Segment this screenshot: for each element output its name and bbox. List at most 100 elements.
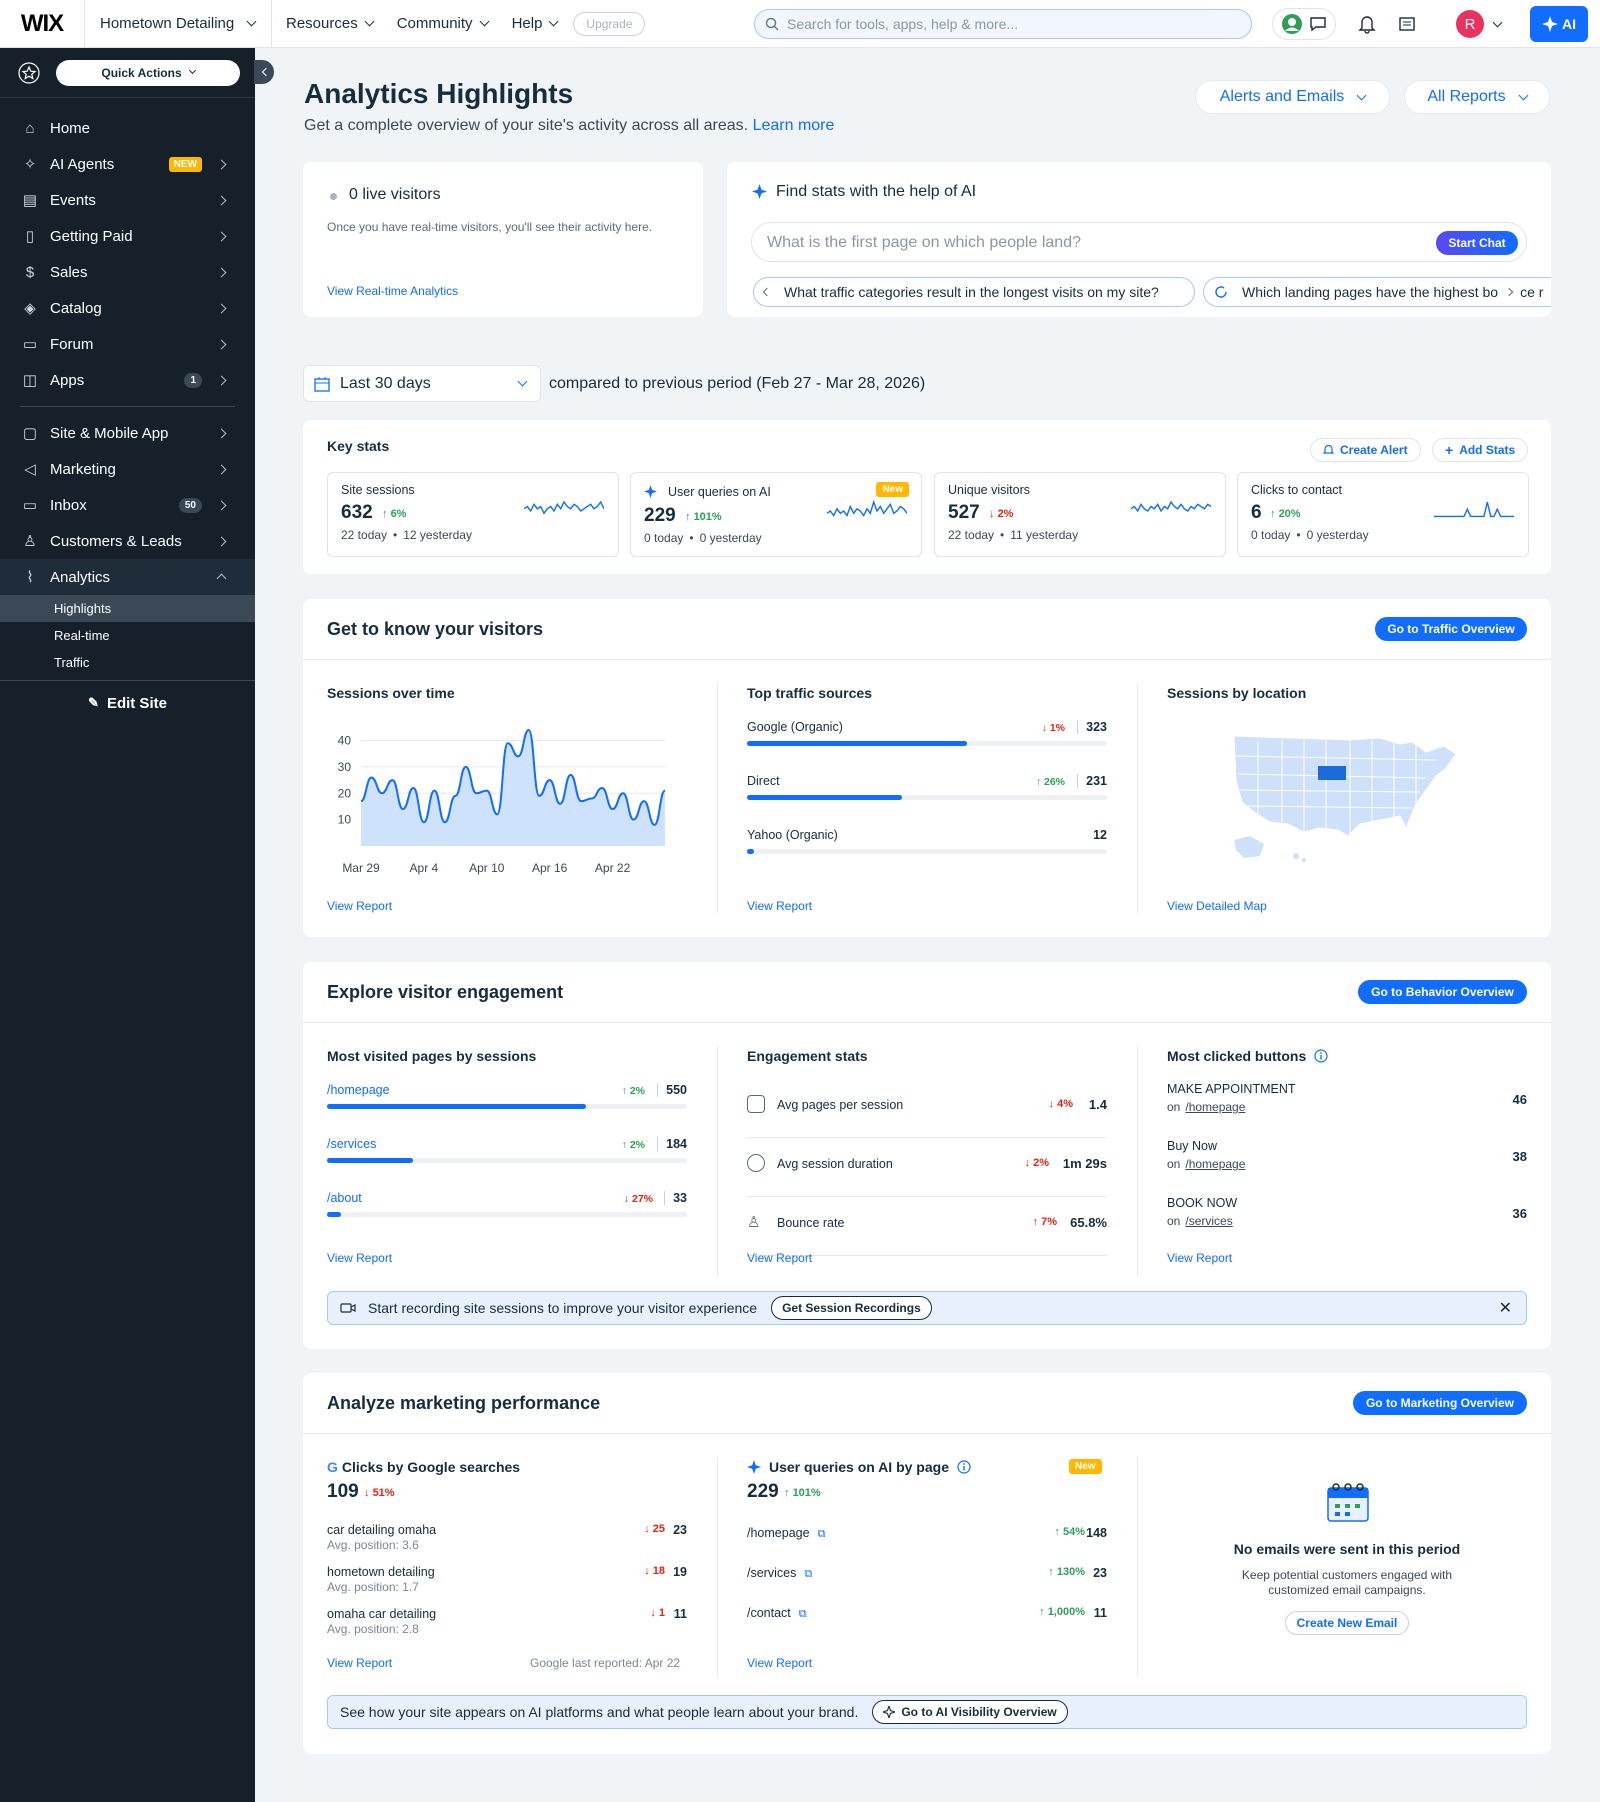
sidebar-item-label: Inbox xyxy=(50,496,87,514)
info-icon[interactable] xyxy=(957,1460,971,1474)
key-stat-site-sessions[interactable]: Site sessions 632 ↑ 6% 22 today • 12 yesterda… xyxy=(327,472,619,557)
ai-page-name[interactable]: /contact ⧉ xyxy=(747,1606,807,1621)
start-chat-button[interactable]: Start Chat xyxy=(1436,231,1518,255)
bar-row[interactable]: Yahoo (Organic) 12 xyxy=(747,828,1107,858)
engagement-stat-row[interactable]: Avg session duration ↓ 2% 1m 29s xyxy=(747,1139,1107,1197)
sidebar-item-inbox[interactable]: ▭ Inbox 50 xyxy=(0,487,255,523)
sidebar-item-site-mobile-app[interactable]: ▢ Site & Mobile App xyxy=(0,415,255,451)
page-link[interactable]: /homepage xyxy=(1185,1157,1246,1171)
external-link-icon[interactable]: ⧉ xyxy=(804,1568,813,1580)
ai-assistant-button[interactable]: AI xyxy=(1530,6,1588,42)
sidebar-item-catalog[interactable]: ◈ Catalog xyxy=(0,290,255,326)
close-icon[interactable]: ✕ xyxy=(1498,1300,1512,1317)
site-selector[interactable]: Hometown Detailing xyxy=(84,0,272,48)
nav-community[interactable]: Community xyxy=(397,15,490,32)
sidebar-subitem-real-time[interactable]: Real-time xyxy=(54,628,110,643)
go-to-traffic-overview-button[interactable]: Go to Traffic Overview xyxy=(1375,617,1527,641)
bar-row[interactable]: /homepage ↑ 2% 550 xyxy=(327,1083,687,1113)
google-g-icon: G xyxy=(327,1459,338,1475)
sidebar-subitem-traffic[interactable]: Traffic xyxy=(54,655,90,670)
go-to-marketing-overview-button[interactable]: Go to Marketing Overview xyxy=(1353,1391,1527,1415)
agent-status-group[interactable] xyxy=(1272,8,1336,40)
stat-value: 527 xyxy=(948,502,980,523)
bar-row[interactable]: Google (Organic) ↓ 1% 323 xyxy=(747,720,1107,750)
sidebar-item-sales[interactable]: $ Sales xyxy=(0,254,255,290)
x-tick-label: Apr 22 xyxy=(595,861,631,875)
view-report-link[interactable]: View Report xyxy=(327,1251,393,1265)
chevron-left-icon[interactable] xyxy=(762,287,772,297)
sidebar-item-customers-leads[interactable]: ♙ Customers & Leads xyxy=(0,523,255,559)
sidebar-item-home[interactable]: ⌂ Home xyxy=(0,110,255,146)
star-icon[interactable] xyxy=(18,61,40,84)
view-detailed-map-link[interactable]: View Detailed Map xyxy=(1167,899,1267,913)
go-to-behavior-overview-button[interactable]: Go to Behavior Overview xyxy=(1358,980,1527,1004)
view-realtime-link[interactable]: View Real-time Analytics xyxy=(327,284,459,298)
go-to-ai-visibility-button[interactable]: Go to AI Visibility Overview xyxy=(872,1700,1068,1724)
wix-logo[interactable]: WIX xyxy=(20,9,64,37)
key-stat-user-queries-on-ai[interactable]: New User queries on AI 229 ↑ 101% 0 today • 0 … xyxy=(630,472,922,557)
ai-question-input[interactable]: What is the first page on which people l… xyxy=(751,222,1527,262)
ai-page-name[interactable]: /services ⧉ xyxy=(747,1566,812,1581)
ai-page-name[interactable]: /homepage ⧉ xyxy=(747,1526,825,1541)
engagement-stat-row[interactable]: Avg pages per session ↓ 4% 1.4 xyxy=(747,1080,1107,1138)
create-alert-button[interactable]: Create Alert xyxy=(1310,438,1421,462)
learn-more-link[interactable]: Learn more xyxy=(752,117,835,134)
bell-icon[interactable] xyxy=(1358,14,1376,34)
key-stat-clicks-to-contact[interactable]: Clicks to contact 6 ↑ 20% 0 today • 0 yesterd… xyxy=(1237,472,1529,557)
external-link-icon[interactable]: ⧉ xyxy=(817,1528,826,1540)
ai-suggestion-chip-2[interactable]: Which landing pages have the highest bo … xyxy=(1203,277,1551,307)
sidebar-subitem-highlights[interactable]: Highlights xyxy=(0,595,255,622)
us-map[interactable] xyxy=(1230,732,1460,867)
nav-help[interactable]: Help xyxy=(512,15,559,32)
sidebar-item-analytics[interactable]: ⌇ Analytics xyxy=(0,559,255,595)
y-tick-label: 30 xyxy=(338,760,352,774)
bar-row[interactable]: /about ↓ 27% 33 xyxy=(327,1191,687,1221)
sidebar-item-apps[interactable]: ◫ Apps 1 xyxy=(0,362,255,398)
page-link[interactable]: /homepage xyxy=(1185,1100,1246,1114)
arrow-down-icon: ↓ xyxy=(650,1607,659,1619)
sidebar-item-ai-agents[interactable]: ✧ AI Agents NEW xyxy=(0,146,255,182)
x-tick-label: Apr 10 xyxy=(469,861,505,875)
engagement-stat-row[interactable]: ♙ Bounce rate ↑ 7% 65.8% xyxy=(747,1198,1107,1256)
all-reports-button[interactable]: All Reports xyxy=(1404,80,1550,114)
ai-suggestion-chip-1[interactable]: What traffic categories result in the lo… xyxy=(753,277,1195,307)
marketing-title: Analyze marketing performance xyxy=(327,1393,601,1413)
view-report-link[interactable]: View Report xyxy=(1167,1251,1233,1265)
nav-resources[interactable]: Resources xyxy=(286,15,375,32)
sidebar-item-getting-paid[interactable]: ▯ Getting Paid xyxy=(0,218,255,254)
external-link-icon[interactable]: ⧉ xyxy=(798,1608,807,1620)
chevron-right-icon[interactable] xyxy=(1504,287,1514,297)
sidebar-divider xyxy=(20,406,235,407)
bar-row[interactable]: Direct ↑ 26% 231 xyxy=(747,774,1107,804)
sidebar-item-label: Marketing xyxy=(50,460,116,478)
page-link[interactable]: /services xyxy=(1185,1214,1233,1228)
add-stats-button[interactable]: + Add Stats xyxy=(1432,438,1529,462)
bar-label[interactable]: /services xyxy=(327,1137,377,1151)
view-report-link[interactable]: View Report xyxy=(327,1656,393,1670)
quick-actions-button[interactable]: Quick Actions xyxy=(56,59,240,86)
date-range-select[interactable]: Last 30 days xyxy=(303,365,541,402)
view-report-link[interactable]: View Report xyxy=(327,899,393,913)
arrow-up-icon: ↑ xyxy=(1048,1566,1057,1578)
bar-label[interactable]: /about xyxy=(327,1191,362,1205)
edit-site-button[interactable]: ✎ Edit Site xyxy=(0,681,255,725)
sidebar-item-forum[interactable]: ▭ Forum xyxy=(0,326,255,362)
view-report-link[interactable]: View Report xyxy=(747,1251,813,1265)
news-icon[interactable] xyxy=(1398,15,1416,33)
search-input[interactable]: Search for tools, apps, help & more... xyxy=(754,9,1252,39)
view-report-link[interactable]: View Report xyxy=(747,899,813,913)
bar-row[interactable]: /services ↑ 2% 184 xyxy=(327,1137,687,1167)
view-report-link[interactable]: View Report xyxy=(747,1656,813,1670)
collapse-sidebar-button[interactable] xyxy=(254,60,274,84)
bar-label[interactable]: /homepage xyxy=(327,1083,390,1097)
user-menu[interactable]: R xyxy=(1456,10,1503,38)
alerts-emails-button[interactable]: Alerts and Emails xyxy=(1195,80,1390,114)
get-session-recordings-button[interactable]: Get Session Recordings xyxy=(771,1296,932,1320)
info-icon[interactable] xyxy=(1314,1049,1328,1063)
sidebar-item-events[interactable]: ▤ Events xyxy=(0,182,255,218)
sidebar-item-marketing[interactable]: ◁ Marketing xyxy=(0,451,255,487)
create-new-email-button[interactable]: Create New Email xyxy=(1285,1611,1409,1635)
key-stat-unique-visitors[interactable]: Unique visitors 527 ↓ 2% 22 today • 11 yester… xyxy=(934,472,1226,557)
upgrade-button[interactable]: Upgrade xyxy=(573,11,646,36)
arrow-up-icon: ↑ xyxy=(1270,508,1279,520)
